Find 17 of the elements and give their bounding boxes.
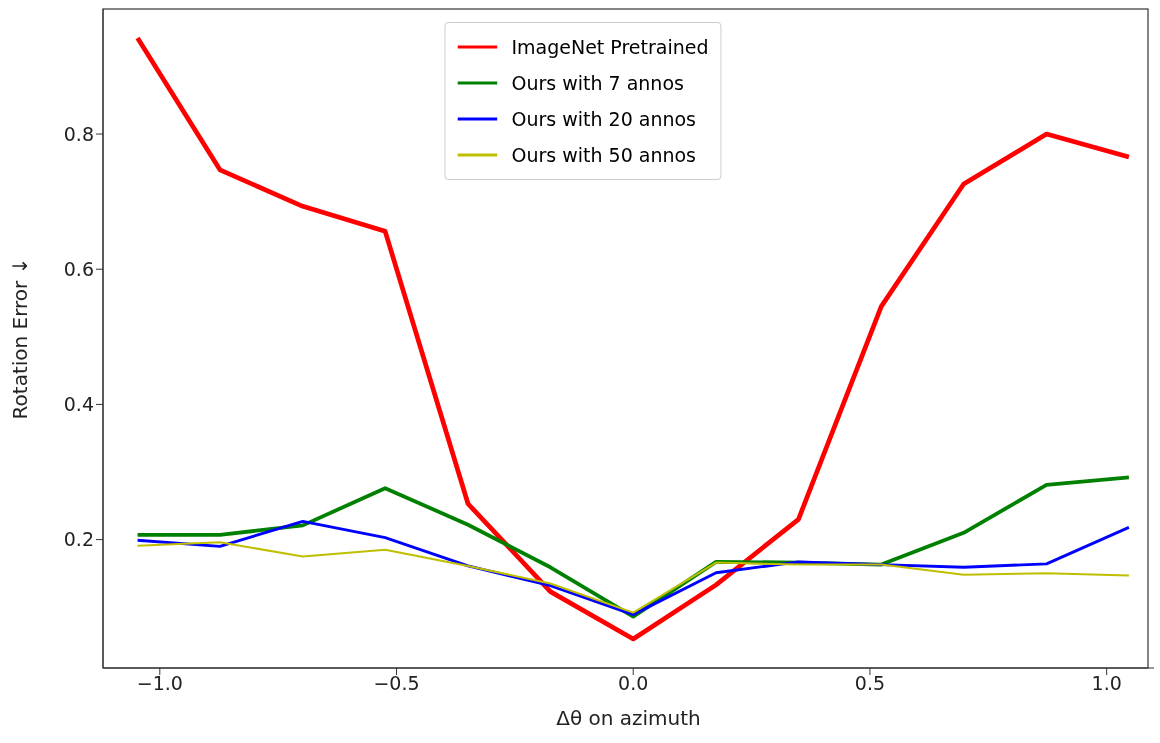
x-axis-title: Δθ on azimuth	[556, 706, 701, 730]
y-tick-label: 0.2	[63, 528, 94, 551]
x-tick-label: −0.5	[373, 672, 420, 695]
x-tick-label: 1.0	[1091, 672, 1122, 695]
x-tick-label: 0.0	[618, 672, 649, 695]
line-series	[136, 541, 1130, 614]
y-tick-label: 0.6	[63, 257, 94, 280]
legend-label: Ours with 7 annos	[511, 72, 684, 94]
x-tick-label: 0.5	[854, 672, 886, 695]
y-tick-label: 0.4	[63, 393, 94, 416]
line-series	[135, 35, 1132, 642]
legend-label: Ours with 50 annos	[511, 144, 697, 166]
x-tick-label: −1.0	[136, 672, 183, 695]
legend-label: ImageNet Pretrained	[511, 36, 709, 58]
y-axis-title: Rotation Error ↓	[8, 257, 33, 420]
y-tick-label: 0.8	[63, 122, 94, 145]
legend-label: Ours with 20 annos	[511, 108, 697, 130]
